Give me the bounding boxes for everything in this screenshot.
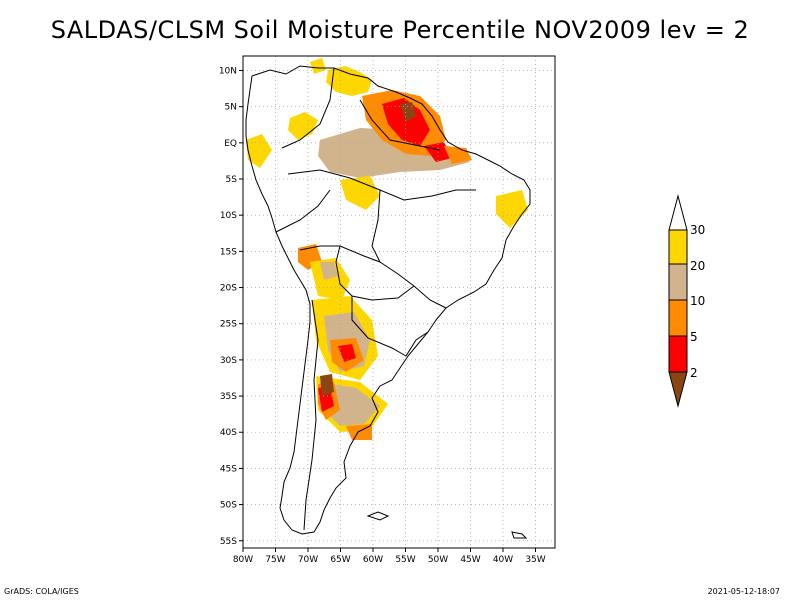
border-line xyxy=(359,99,441,151)
island xyxy=(511,531,528,539)
fill-gold xyxy=(288,112,318,140)
lat-tick-label: 40S xyxy=(220,428,237,438)
lon-tick-label: 55W xyxy=(395,555,415,565)
colorbar-label: 10 xyxy=(690,294,705,308)
fill-gold xyxy=(310,258,350,300)
colorbar-bin-20-30 xyxy=(668,229,688,265)
lon-tick-label: 40W xyxy=(493,555,513,565)
falkland-islands xyxy=(366,511,390,521)
map-grid xyxy=(242,56,555,548)
lat-tick-label: 15S xyxy=(220,247,237,257)
south-america-coastline xyxy=(245,65,531,535)
lon-tick-label: 75W xyxy=(265,555,285,565)
border-line xyxy=(371,189,447,309)
footer-timestamp: 2021-05-12-18:07 xyxy=(707,587,780,596)
border-line xyxy=(281,67,335,149)
lat-tick-label: 5N xyxy=(225,103,237,113)
fill-tan xyxy=(318,128,470,178)
lat-tick-label: 5S xyxy=(226,175,238,185)
lat-tick-label: EQ xyxy=(224,139,237,149)
lon-tick-label: 50W xyxy=(428,555,448,565)
border-line xyxy=(351,296,407,357)
colorbar-label: 30 xyxy=(690,223,705,237)
lat-tick-label: 55S xyxy=(220,537,237,547)
map-frame xyxy=(242,55,556,549)
lon-tick-label: 60W xyxy=(363,555,383,565)
lat-tick-label: 10N xyxy=(219,66,237,76)
colorbar-top-arrow xyxy=(668,194,688,231)
lat-tick-label: 50S xyxy=(220,501,237,511)
lon-tick-label: 70W xyxy=(298,555,318,565)
border-line xyxy=(335,245,415,301)
fill-gold xyxy=(340,176,380,210)
border-line xyxy=(303,299,319,531)
fill-red xyxy=(338,344,356,362)
lat-tick-label: 20S xyxy=(220,284,237,294)
longitude-axis: 80W 75W 70W 65W 60W 55W 50W 45W 40W 35W xyxy=(233,548,546,565)
continent-outline xyxy=(245,65,531,539)
fill-brown xyxy=(320,374,334,396)
map-title: SALDAS/CLSM Soil Moisture Percentile NOV… xyxy=(50,16,750,44)
border-line xyxy=(287,169,476,201)
colorbar-label: 5 xyxy=(690,330,698,344)
lon-tick-label: 80W xyxy=(233,555,253,565)
lat-tick-label: 30S xyxy=(220,356,237,366)
colorbar-label: 2 xyxy=(690,366,698,380)
lon-tick-label: 35W xyxy=(525,555,545,565)
fill-gold xyxy=(496,190,528,228)
lat-tick-label: 10S xyxy=(220,211,237,221)
fill-gold xyxy=(246,134,272,168)
colorbar-bin-5-10 xyxy=(668,299,688,337)
colorbar-bottom-arrow xyxy=(668,371,688,408)
fill-tan xyxy=(320,262,338,280)
fill-gold xyxy=(310,58,326,74)
lat-tick-label: 25S xyxy=(220,320,237,330)
colorbar: 30 20 10 5 2 xyxy=(668,194,705,408)
colorbar-bin-10-20 xyxy=(668,263,688,301)
latitude-axis: 10N 5N EQ 5S 10S 15S 20S 25S 30S 35S 40S 45S 50S 55S xyxy=(219,66,243,547)
border-line xyxy=(405,331,429,357)
colorbar-label: 20 xyxy=(690,259,705,273)
footer-credit: GrADS: COLA/IGES xyxy=(4,587,79,596)
lat-tick-label: 35S xyxy=(220,392,237,402)
fill-gold xyxy=(326,66,372,96)
border-line xyxy=(275,189,331,233)
lon-tick-label: 45W xyxy=(460,555,480,565)
lat-tick-label: 45S xyxy=(220,464,237,474)
lon-tick-label: 65W xyxy=(330,555,350,565)
colorbar-bin-2-5 xyxy=(668,335,688,373)
